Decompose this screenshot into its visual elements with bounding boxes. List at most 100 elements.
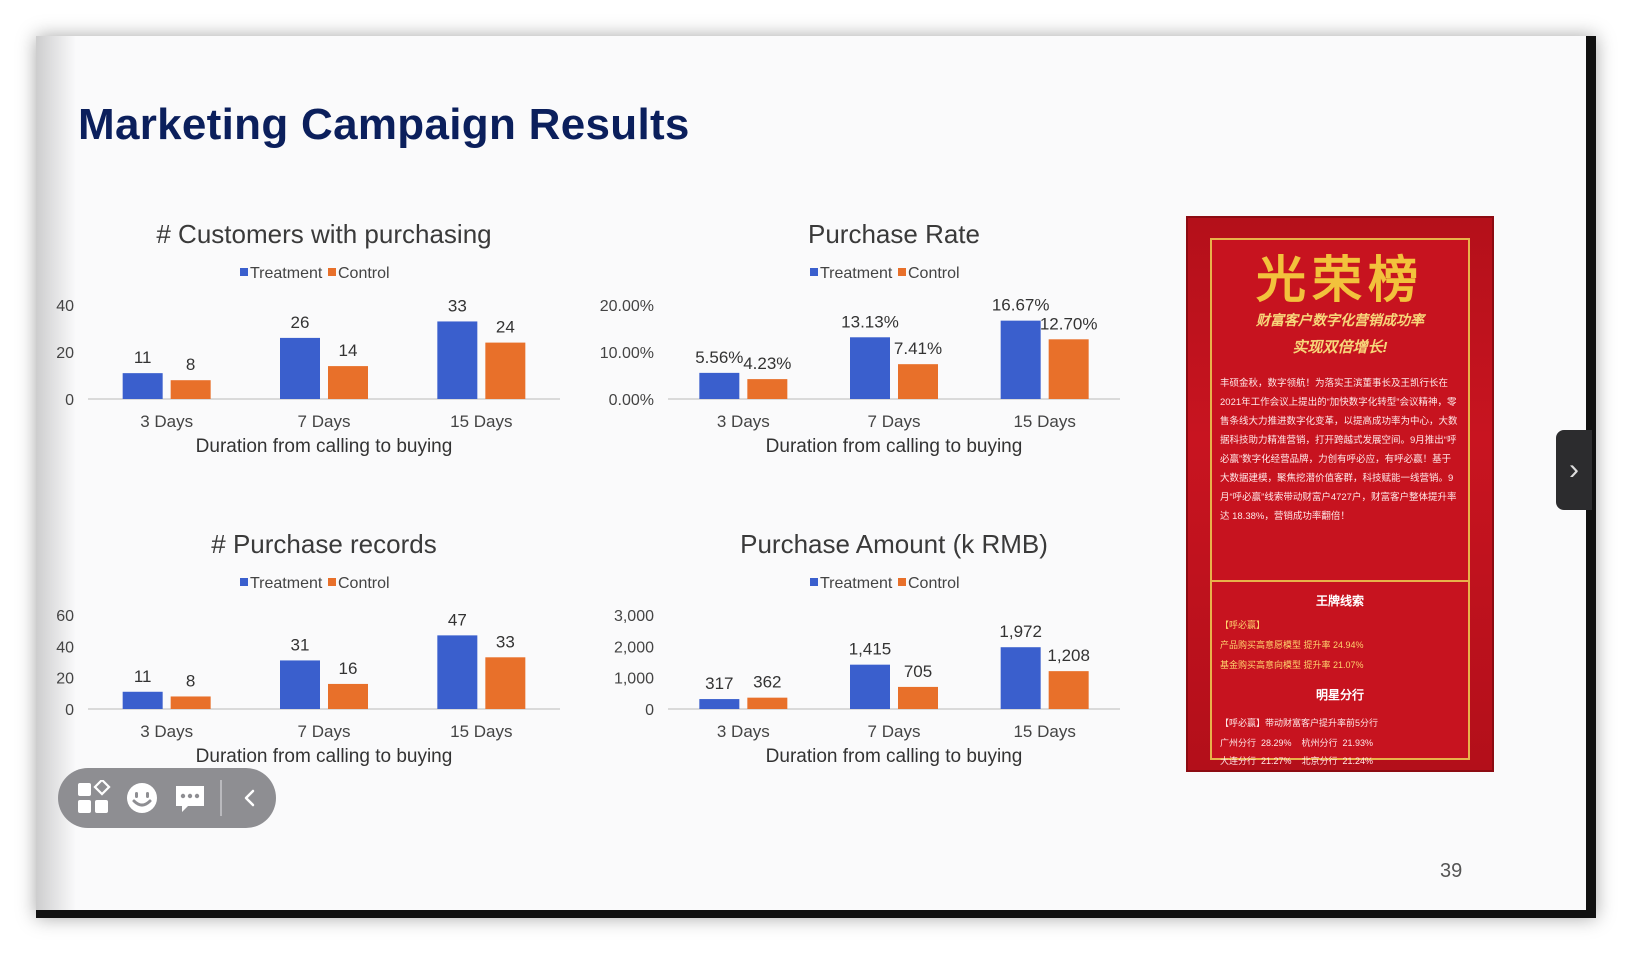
data-label: 33 [448,296,467,315]
y-tick-label: 60 [56,608,74,625]
page-number: 39 [1440,860,1463,882]
chart-title: # Purchase records [211,529,436,559]
legend-swatch-1 [328,268,336,276]
x-axis-label: Duration from calling to buying [196,746,453,767]
emoji-button[interactable] [124,779,160,817]
y-tick-label: 0 [65,392,74,409]
slide-title: Marketing Campaign Results [78,100,690,149]
legend-label: Treatment [820,575,893,592]
honor-roll-body: 丰硕金秋，数字领航！为落实王滨董事长及王凯行长在2021年工作会议上提出的“加快… [1220,378,1458,522]
data-label: 705 [904,662,932,681]
bar-control [898,364,938,399]
chart-title: Purchase Amount (k RMB) [740,529,1048,559]
data-label: 1,208 [1047,646,1090,665]
bar-treatment [1000,320,1041,399]
chart-title: Purchase Rate [808,219,980,249]
legend-label: Treatment [250,265,323,282]
data-label: 14 [339,341,358,360]
legend-label: Treatment [820,265,893,282]
bar-control [328,366,368,399]
bar-control [898,686,938,709]
section-line: 产品购买高意愿模型 提升率 24.94% [1220,640,1364,650]
data-label: 8 [186,355,195,374]
data-label: 13.13% [841,312,899,331]
data-label: 24 [496,318,515,337]
bar-control [170,696,211,709]
y-tick-label: 0 [645,702,654,719]
chevron-right-icon: › [1569,453,1579,486]
data-label: 5.56% [695,348,743,367]
bar-treatment [280,660,320,709]
y-tick-label: 20.00% [600,298,654,315]
chart-purchase-rate: Purchase Rate Treatment Control 20.00% 10.00… [600,219,1120,457]
data-label: 317 [705,674,733,693]
y-tick-label: 2,000 [614,639,654,656]
legend-label: Control [908,265,960,282]
chart-customers: # Customers with purchasing Treatment Cont… [56,219,560,457]
chart-purchase-amount: Purchase Amount (k RMB) Treatment Control 3… [614,529,1120,767]
bar-treatment [850,337,890,399]
data-label: 16.67% [992,296,1050,315]
legend-label: Treatment [250,575,323,592]
bar-control [485,657,526,709]
bar-control [170,380,211,399]
chat-button[interactable] [172,779,208,817]
category-label: 15 Days [1013,412,1075,431]
chat-icon [176,786,204,812]
bar-treatment [699,372,740,399]
smiley-icon [127,783,157,813]
x-axis-label: Duration from calling to buying [766,746,1023,767]
data-label: 31 [291,635,310,654]
legend-label: Control [338,575,390,592]
bar-treatment [437,321,478,399]
legend-label: Control [338,265,390,282]
section-row: 广州分行 28.29% 杭州分行 21.93% [1220,738,1374,748]
data-label: 1,972 [999,622,1042,641]
honor-roll-title: 光荣榜 [1256,250,1424,309]
x-axis-label: Duration from calling to buying [766,436,1023,457]
chevron-left-icon [244,789,254,807]
category-label: 3 Days [140,722,193,741]
y-tick-label: 40 [56,639,74,656]
data-label: 8 [186,671,195,690]
category-label: 3 Days [717,412,770,431]
y-tick-label: 20 [56,345,74,362]
data-label: 4.23% [743,354,791,373]
presentation-toolbar [58,768,276,828]
honor-roll-subtitle-2: 实现双倍增长! [1292,339,1388,356]
section-title-leads: 王牌线索 [1315,594,1364,608]
data-label: 16 [339,659,358,678]
category-label: 7 Days [868,722,921,741]
category-label: 7 Days [868,412,921,431]
legend-swatch-0 [240,578,248,586]
data-label: 7.41% [894,339,942,358]
bar-control [747,697,788,709]
data-label: 33 [496,632,515,651]
legend-swatch-0 [810,578,818,586]
honor-roll-photo: 光荣榜 财富客户数字化营销成功率 实现双倍增长! 丰硕金秋，数字领航！为落实王滨… [1186,216,1494,772]
collapse-toolbar-button[interactable] [236,779,265,817]
next-slide-button[interactable]: › [1556,430,1592,510]
chart-purchase-records: # Purchase records Treatment Control 60 40 20… [56,529,560,767]
legend-label: Control [908,575,960,592]
bar-control [747,379,788,399]
y-tick-label: 40 [56,298,74,315]
category-label: 15 Days [1013,722,1075,741]
data-label: 26 [291,313,310,332]
bar-control [1048,671,1089,709]
category-label: 15 Days [450,412,512,431]
data-label: 362 [753,673,781,692]
y-tick-label: 0.00% [609,392,654,409]
data-label: 11 [134,667,152,686]
legend-swatch-1 [898,268,906,276]
section-line: 基金购买高意向模型 提升率 21.07% [1220,660,1364,670]
toolbar-divider [220,780,222,816]
section-row: 大连分行 21.27% 北京分行 21.24% [1220,756,1374,766]
bar-control [328,683,368,709]
y-tick-label: 0 [65,702,74,719]
bar-treatment [122,373,163,399]
legend-swatch-1 [328,578,336,586]
legend-swatch-1 [898,578,906,586]
apps-button[interactable] [76,779,112,817]
data-label: 1,415 [849,640,892,659]
